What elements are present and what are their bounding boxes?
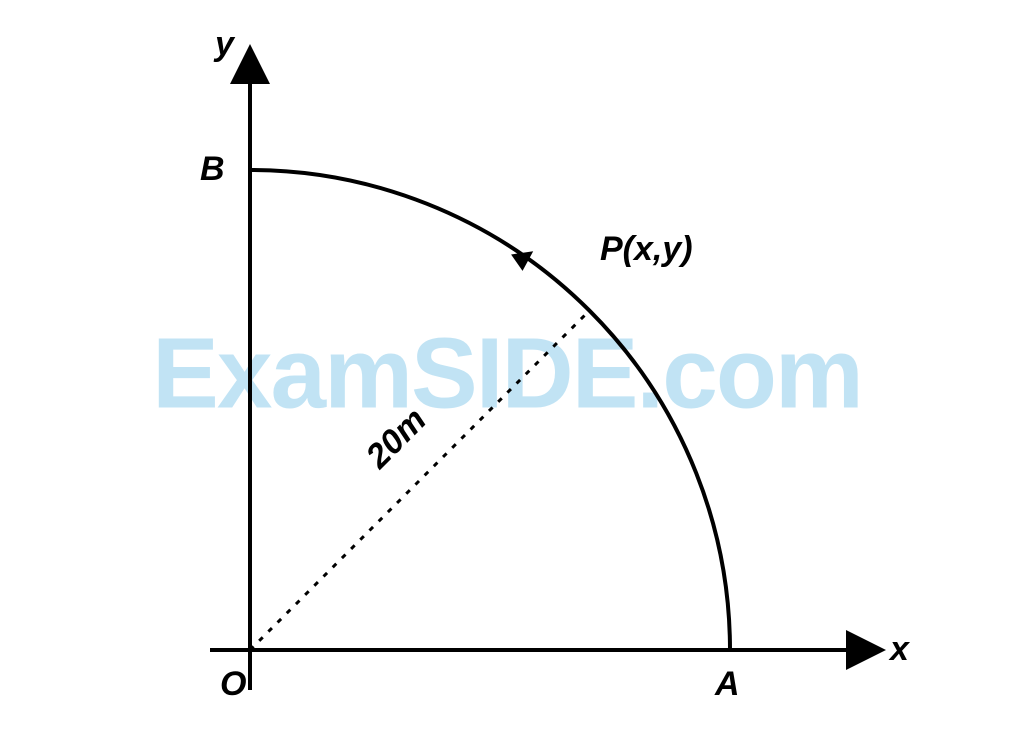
x-axis-label: x	[890, 630, 909, 669]
label-P: P(x,y)	[600, 230, 693, 269]
arc-arrow	[511, 243, 539, 271]
label-B: B	[200, 150, 225, 189]
diagram-svg: 20m	[0, 0, 1014, 748]
label-O: O	[220, 665, 246, 704]
y-axis-label: y	[215, 25, 234, 64]
diagram-container: 20m y x B A O P(x,y)	[0, 0, 1014, 748]
label-A: A	[715, 665, 740, 704]
radius-label: 20m	[358, 401, 434, 477]
radius-line	[250, 311, 589, 650]
